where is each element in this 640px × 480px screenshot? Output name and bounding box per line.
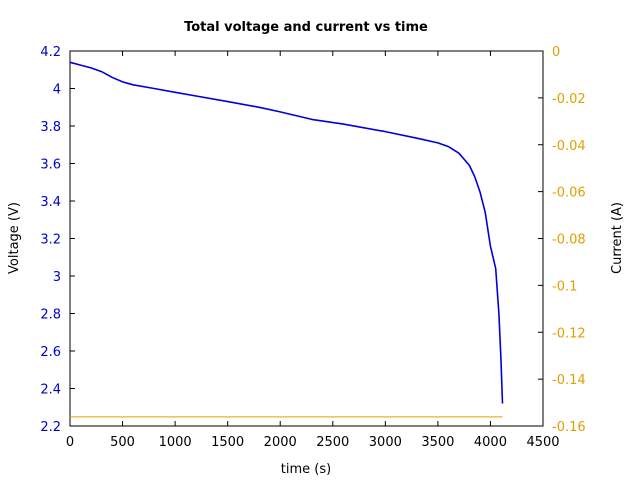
y-tick-label: 3.8 xyxy=(40,120,61,135)
y2-tick-label: -0.14 xyxy=(552,373,586,388)
y-tick-label: 3 xyxy=(53,270,61,285)
y-axis-right: -0.16 -0.14 -0.12 -0.1 -0.08 -0.06 -0.04 -0.02 0 xyxy=(538,45,586,435)
x-tick-label: 1500 xyxy=(211,435,244,450)
y-tick-label: 3.6 xyxy=(40,158,61,173)
y2-tick-label: -0.08 xyxy=(552,233,586,248)
x-tick-label: 3500 xyxy=(421,435,454,450)
plot-frame xyxy=(69,50,544,427)
y-tick-label: 4.2 xyxy=(40,45,61,60)
y2-tick-label: -0.1 xyxy=(552,279,577,294)
plot-area-border xyxy=(69,50,544,427)
x-axis: 0 500 1000 1500 2000 2500 3000 3500 4000 4500 xyxy=(66,51,560,450)
x-axis-label: time (s) xyxy=(281,462,331,477)
y-axis-label: Voltage (V) xyxy=(7,202,22,274)
series-layer xyxy=(69,61,504,418)
x-tick-label: 2500 xyxy=(316,435,349,450)
x-tick-label: 4500 xyxy=(526,435,559,450)
y2-tick-label: -0.06 xyxy=(552,186,586,201)
y2-tick-label: -0.12 xyxy=(552,326,586,341)
x-tick-label: 4000 xyxy=(474,435,507,450)
y-tick-label: 2.4 xyxy=(40,383,61,398)
x-tick-label: 3000 xyxy=(369,435,402,450)
y-tick-label: 4 xyxy=(53,83,61,98)
x-tick-label: 1000 xyxy=(159,435,192,450)
y-tick-label: 2.2 xyxy=(40,420,61,435)
y2-tick-label: -0.16 xyxy=(552,420,586,435)
y2-tick-label: 0 xyxy=(552,45,560,60)
y2-axis-label: Current (A) xyxy=(610,202,625,274)
voltage-series-line xyxy=(69,61,504,404)
y2-tick-label: -0.02 xyxy=(552,92,586,107)
y-tick-label: 2.6 xyxy=(40,345,61,360)
x-tick-label: 0 xyxy=(66,435,74,450)
x-tick-label: 500 xyxy=(110,435,135,450)
y2-tick-label: -0.04 xyxy=(552,139,586,154)
chart-title: Total voltage and current vs time xyxy=(184,20,428,35)
y-tick-label: 3.4 xyxy=(40,195,61,210)
x-tick-label: 2000 xyxy=(264,435,297,450)
y-tick-label: 2.8 xyxy=(40,308,61,323)
y-tick-label: 3.2 xyxy=(40,233,61,248)
y-axis-left: 2.2 2.4 2.6 2.8 3 3.2 3.4 3.6 3.8 4 4.2 xyxy=(40,45,75,435)
